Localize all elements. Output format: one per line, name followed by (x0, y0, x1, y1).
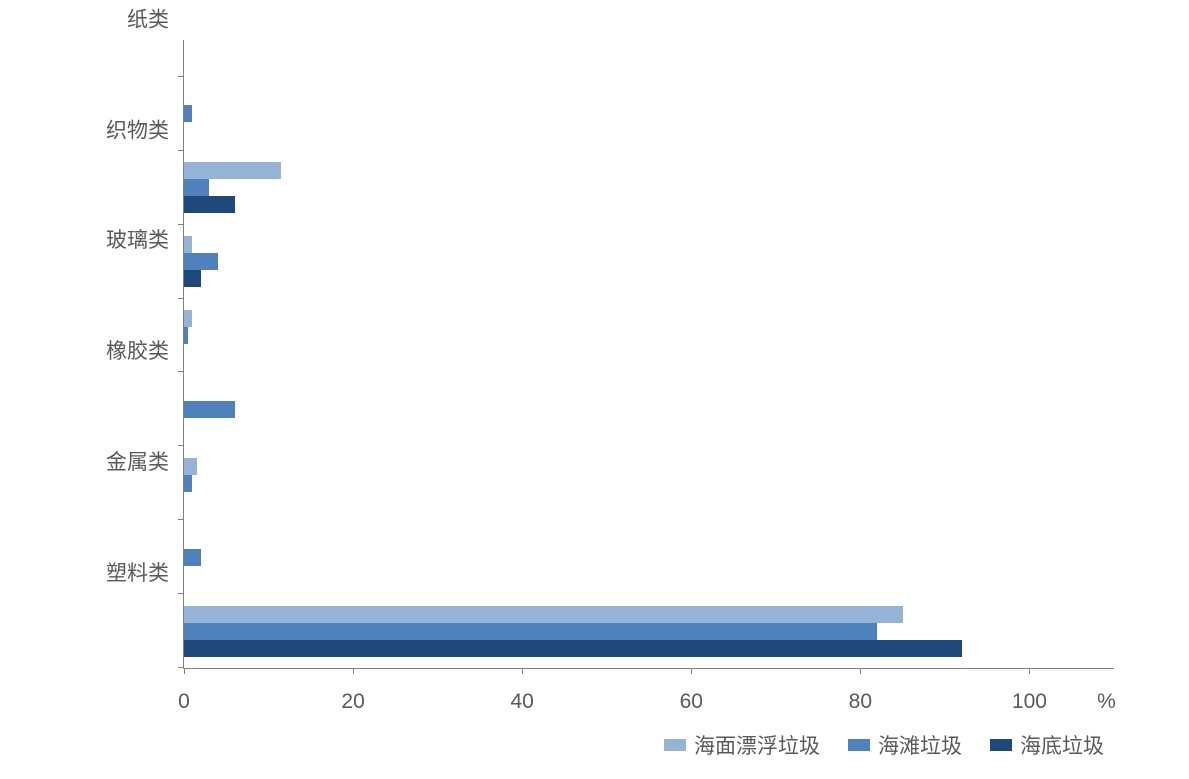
y-tick (178, 593, 184, 594)
bar (184, 196, 235, 213)
y-tick (178, 371, 184, 372)
y-tick (178, 667, 184, 668)
legend-swatch (848, 739, 870, 751)
x-tick-label: 60 (680, 690, 703, 714)
y-category-label: 其他 (127, 0, 169, 446)
x-tick-label: 40 (510, 690, 533, 714)
legend-label: 海面漂浮垃圾 (694, 730, 820, 760)
bar (184, 640, 962, 657)
bar (184, 179, 209, 196)
bar (184, 270, 201, 287)
x-tick (860, 668, 861, 674)
x-tick-label: 20 (341, 690, 364, 714)
bar (184, 236, 192, 253)
x-tick (691, 668, 692, 674)
bar (184, 606, 903, 623)
legend-swatch (990, 739, 1012, 751)
legend: 海面漂浮垃圾 海滩垃圾 海底垃圾 (664, 730, 1104, 760)
x-tick (353, 668, 354, 674)
x-tick-label: 80 (849, 690, 872, 714)
marine-debris-chart: 020406080100% 海面漂浮垃圾海滩垃圾海底垃圾 塑料类金属类橡胶类玻璃… (0, 0, 1189, 779)
bar (184, 401, 235, 418)
y-tick (178, 519, 184, 520)
plot-area: 020406080100% (183, 40, 1114, 669)
y-tick (178, 445, 184, 446)
legend-label: 海底垃圾 (1020, 730, 1104, 760)
legend-item: 海滩垃圾 (848, 730, 962, 760)
bar (184, 475, 192, 492)
legend-label: 海滩垃圾 (878, 730, 962, 760)
x-tick-label: 0 (178, 690, 190, 714)
y-tick (178, 224, 184, 225)
legend-swatch (664, 739, 686, 751)
x-tick-label: 100 (1012, 690, 1047, 714)
bar (184, 458, 197, 475)
y-tick (178, 76, 184, 77)
x-axis-unit: % (1097, 690, 1116, 714)
bar (184, 549, 201, 566)
bar (184, 327, 188, 344)
legend-item: 海面漂浮垃圾 (664, 730, 820, 760)
x-tick (522, 668, 523, 674)
y-tick (178, 150, 184, 151)
bar (184, 253, 218, 270)
bar (184, 105, 192, 122)
bar (184, 162, 281, 179)
y-tick (178, 298, 184, 299)
bar (184, 623, 877, 640)
bar (184, 310, 192, 327)
x-tick (184, 668, 185, 674)
x-tick (1029, 668, 1030, 674)
legend-item: 海底垃圾 (990, 730, 1104, 760)
